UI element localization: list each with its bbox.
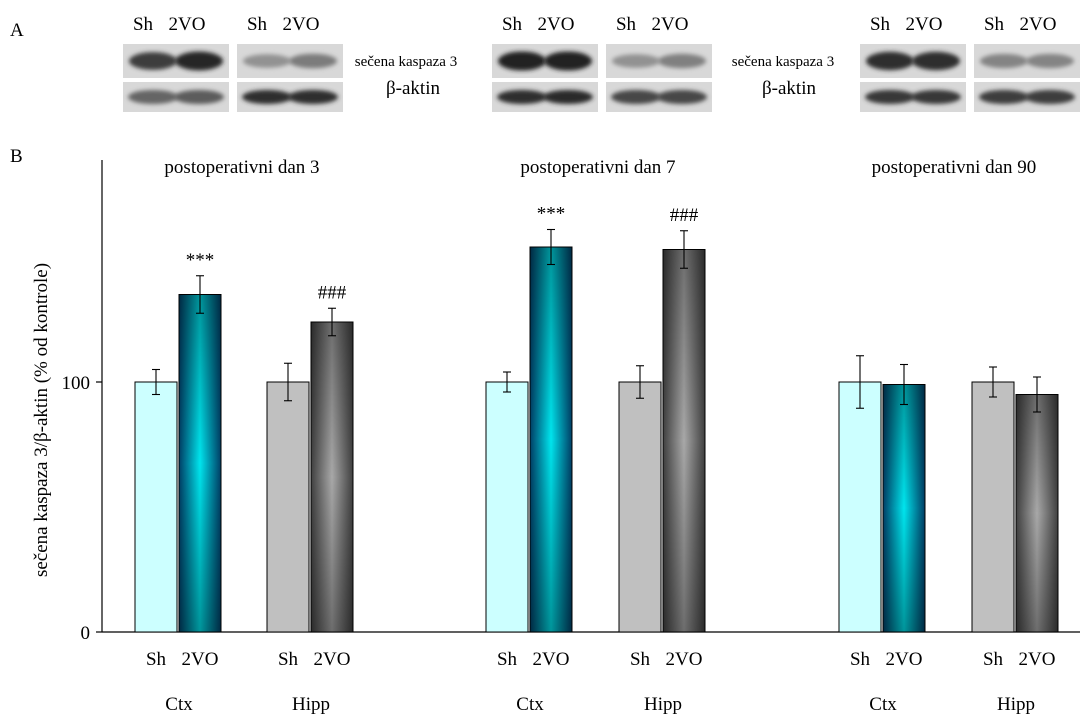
blot-band-actin	[128, 90, 178, 104]
blot-band-caspase	[612, 54, 660, 68]
x-tick-label: Sh	[630, 649, 651, 670]
bar-sh	[838, 381, 882, 633]
panel-label-a: A	[10, 20, 24, 41]
blot-band-actin	[497, 90, 547, 104]
x-tick-label: 2VO	[314, 649, 351, 670]
blot-band-caspase	[658, 53, 706, 69]
bar-2vo-shading	[530, 247, 572, 632]
blot-lane-label: Sh	[984, 14, 1005, 35]
x-tick-label: 2VO	[666, 649, 703, 670]
blot-band-actin	[1025, 90, 1075, 104]
blot-band-caspase	[1026, 53, 1074, 69]
bar-2vo-shading	[311, 322, 353, 632]
blot-lane-label: 2VO	[169, 14, 206, 35]
category-label: Ctx	[869, 694, 897, 715]
blot-lane-label: 2VO	[906, 14, 943, 35]
category-label: Hipp	[997, 694, 1035, 715]
blot-lane-label: 2VO	[538, 14, 575, 35]
blot-label-caspase: sečena kaspaza 3	[355, 54, 457, 70]
significance-marker: ***	[537, 204, 566, 225]
y-axis-label: sečena kaspaza 3/β-aktin (% od kontrole)	[31, 263, 52, 577]
category-label: Hipp	[292, 694, 330, 715]
blot-band-actin	[242, 90, 292, 104]
blot-band-actin	[911, 90, 961, 104]
blot-label-actin: β-aktin	[762, 78, 816, 99]
bar-2vo-shading	[663, 249, 705, 632]
blot-band-actin	[865, 90, 915, 104]
y-tick-label: 0	[81, 623, 91, 644]
blot-lane-label: 2VO	[283, 14, 320, 35]
blot-band-caspase	[289, 53, 337, 69]
bar-2vo-shading	[179, 294, 221, 632]
blot-lane-label: Sh	[133, 14, 154, 35]
blot-band-actin	[288, 90, 338, 104]
blot-label-actin: β-aktin	[386, 78, 440, 99]
western-blot-panel: Sh 2VO Sh 2VO Sh 2VO Sh 2VO Sh 2VO Sh 2VO sečena kas…	[123, 14, 1080, 112]
bar-sh	[266, 381, 310, 633]
chart-marks: 0 100 postoperativni dan 3 Sh 2VO *** Ctx Sh 2VO…	[62, 157, 1059, 715]
bar-chart: sečena kaspaza 3/β-aktin (% od kontrole)…	[31, 157, 1080, 715]
category-label: Hipp	[644, 694, 682, 715]
blot-band-caspase	[175, 51, 223, 71]
blot-lane-label: Sh	[502, 14, 523, 35]
blot-lane-label: Sh	[870, 14, 891, 35]
blot-band-actin	[543, 90, 593, 104]
significance-marker: ###	[670, 205, 699, 226]
significance-marker: ###	[318, 282, 347, 303]
bar-2vo-shading	[1016, 394, 1058, 632]
x-tick-label: 2VO	[533, 649, 570, 670]
blot-band-caspase	[498, 51, 546, 71]
blot-band-caspase	[980, 53, 1028, 69]
blot-band-caspase	[243, 54, 291, 68]
bar-sh	[618, 381, 662, 633]
blot-lane-label: 2VO	[1020, 14, 1057, 35]
category-label: Ctx	[165, 694, 193, 715]
panel-title: postoperativni dan 90	[872, 157, 1037, 178]
x-tick-label: 2VO	[182, 649, 219, 670]
blot-label-caspase: sečena kaspaza 3	[732, 54, 834, 70]
x-tick-label: Sh	[983, 649, 1004, 670]
x-tick-label: Sh	[497, 649, 518, 670]
bar-sh	[134, 381, 178, 633]
blot-band-caspase	[544, 51, 592, 71]
bar-2vo-shading	[883, 384, 925, 632]
x-tick-label: 2VO	[1019, 649, 1056, 670]
blot-band-caspase	[129, 52, 177, 70]
significance-marker: ***	[186, 250, 215, 271]
blot-lane-label: Sh	[247, 14, 268, 35]
x-tick-label: Sh	[146, 649, 167, 670]
x-tick-label: Sh	[278, 649, 299, 670]
bar-sh	[971, 381, 1015, 633]
panel-title: postoperativni dan 7	[520, 157, 675, 178]
blot-band-caspase	[912, 51, 960, 71]
panel-label-b: B	[10, 146, 23, 167]
panel-title: postoperativni dan 3	[164, 157, 319, 178]
blot-band-actin	[611, 90, 661, 104]
blot-lane-label: Sh	[616, 14, 637, 35]
blot-band-caspase	[866, 51, 914, 71]
blot-lane-label: 2VO	[652, 14, 689, 35]
blot-band-actin	[979, 90, 1029, 104]
blot-band-actin	[174, 90, 224, 104]
x-tick-label: 2VO	[886, 649, 923, 670]
bar-sh	[485, 381, 529, 633]
blot-band-actin	[657, 90, 707, 104]
y-tick-label: 100	[62, 373, 91, 394]
category-label: Ctx	[516, 694, 544, 715]
x-tick-label: Sh	[850, 649, 871, 670]
